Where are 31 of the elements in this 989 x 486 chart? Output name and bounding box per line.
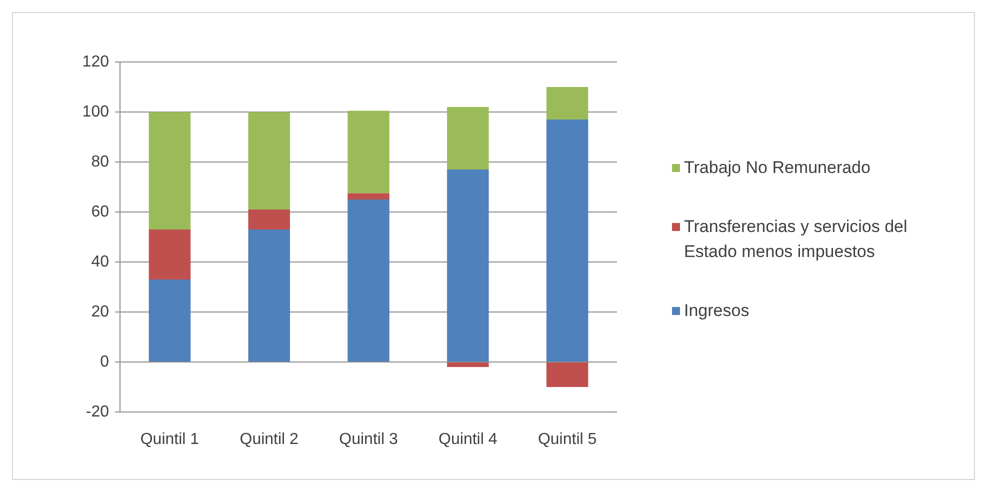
y-tick-label: 0 <box>100 353 110 370</box>
bar <box>348 193 390 200</box>
legend-label: Ingresos <box>684 300 750 322</box>
y-tick-label: 80 <box>91 153 110 170</box>
bar <box>546 87 588 120</box>
x-tick-label: Quintil 3 <box>339 431 398 448</box>
y-tick-label: 20 <box>91 303 110 320</box>
x-tick-label: Quintil 5 <box>538 431 597 448</box>
bar <box>148 112 191 230</box>
bar <box>447 107 489 170</box>
bar <box>447 362 489 367</box>
bar <box>148 230 191 280</box>
bar <box>248 230 290 362</box>
bar <box>348 200 390 362</box>
y-tick-label: 100 <box>82 103 110 120</box>
bar <box>447 170 489 362</box>
x-tick-label: Quintil 1 <box>140 431 200 448</box>
x-tick-label: Quintil 4 <box>438 431 498 448</box>
bar <box>248 112 290 210</box>
x-tick-label: Quintil 2 <box>240 431 299 448</box>
y-tick-label: 120 <box>82 53 110 70</box>
bar <box>248 210 290 230</box>
legend-label: Trabajo No Remunerado <box>684 157 872 179</box>
legend-label: Transferencias y servicios del Estado menos impuestos <box>684 216 908 263</box>
bar <box>148 280 191 362</box>
bar <box>546 120 588 362</box>
y-tick-label: 60 <box>91 203 110 220</box>
y-tick-label: -20 <box>86 403 110 420</box>
y-tick-label: 40 <box>91 253 110 270</box>
bar <box>348 110 390 194</box>
bar <box>546 362 588 387</box>
